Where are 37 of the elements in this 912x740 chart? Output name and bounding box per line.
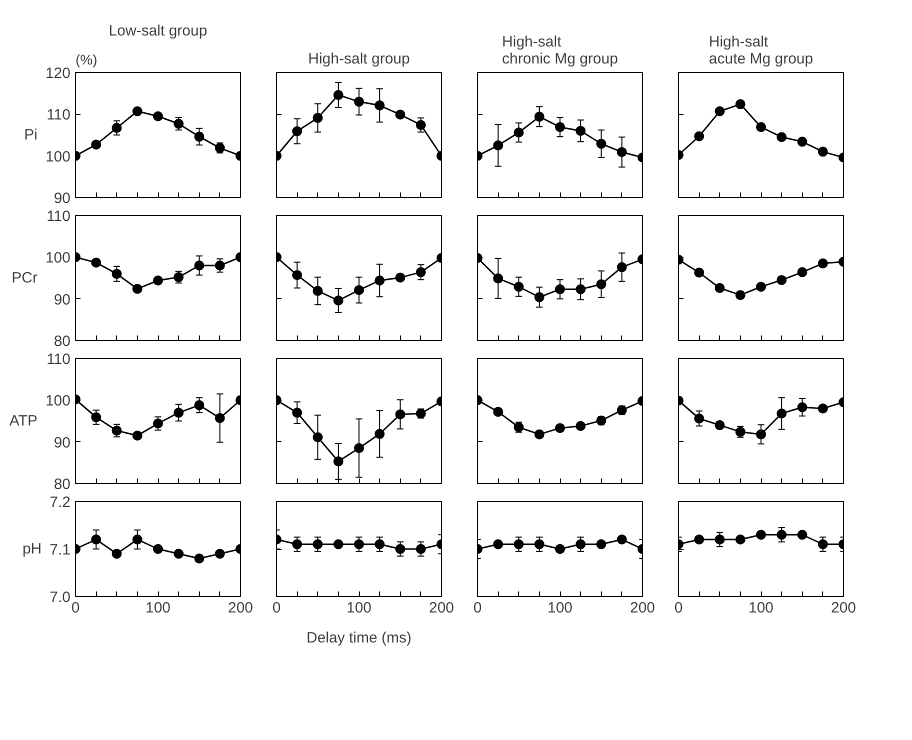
chart-title: High-salt chronic Mg group — [502, 34, 618, 68]
y-tick-label: 120 — [45, 65, 71, 82]
y-tick-label: 7.1 — [50, 542, 71, 558]
y-tick-label: 100 — [45, 392, 71, 410]
chart-title: Low-salt group — [108, 22, 208, 40]
text: (%) — [76, 52, 98, 68]
y-tick-label: 80 — [54, 333, 71, 350]
chart-title: High-salt group — [308, 50, 410, 68]
y-axis-title: Pi — [24, 126, 38, 144]
x-tick-label: 0 — [473, 600, 482, 616]
x-tick-label: 100 — [748, 600, 774, 616]
y-axis-title: pH — [22, 540, 42, 558]
y-tick-label: 100 — [45, 250, 71, 267]
y-axis-title: PCr — [12, 270, 38, 286]
y-tick-label: 90 — [54, 190, 71, 207]
y-tick-label: 7.2 — [50, 494, 71, 511]
x-tick-label: 100 — [547, 600, 573, 616]
x-tick-label: 0 — [71, 600, 80, 616]
y-tick-label: 7.0 — [50, 589, 71, 606]
x-tick-label: 200 — [428, 600, 454, 616]
chart-title: High-salt acute Mg group — [708, 34, 814, 68]
y-tick-label: 90 — [54, 291, 71, 308]
x-tick-label: 200 — [630, 600, 656, 616]
x-tick-label: 200 — [830, 600, 856, 616]
y-axis-title: ATP — [9, 412, 38, 430]
y-tick-label: 110 — [46, 106, 71, 124]
x-tick-label: 100 — [346, 600, 372, 616]
y-tick-label: 100 — [45, 148, 71, 166]
x-tick-label: 0 — [674, 600, 683, 616]
x-tick-label: 0 — [272, 600, 281, 616]
y-tick-label: 110 — [46, 208, 71, 225]
y-tick-label: 90 — [54, 434, 71, 452]
y-tick-label: 80 — [54, 476, 71, 493]
x-tick-label: 100 — [145, 600, 171, 616]
y-tick-label: 110 — [46, 351, 71, 368]
x-tick-label: 200 — [228, 600, 254, 616]
x-axis-title: Delay time (ms) — [306, 630, 412, 646]
